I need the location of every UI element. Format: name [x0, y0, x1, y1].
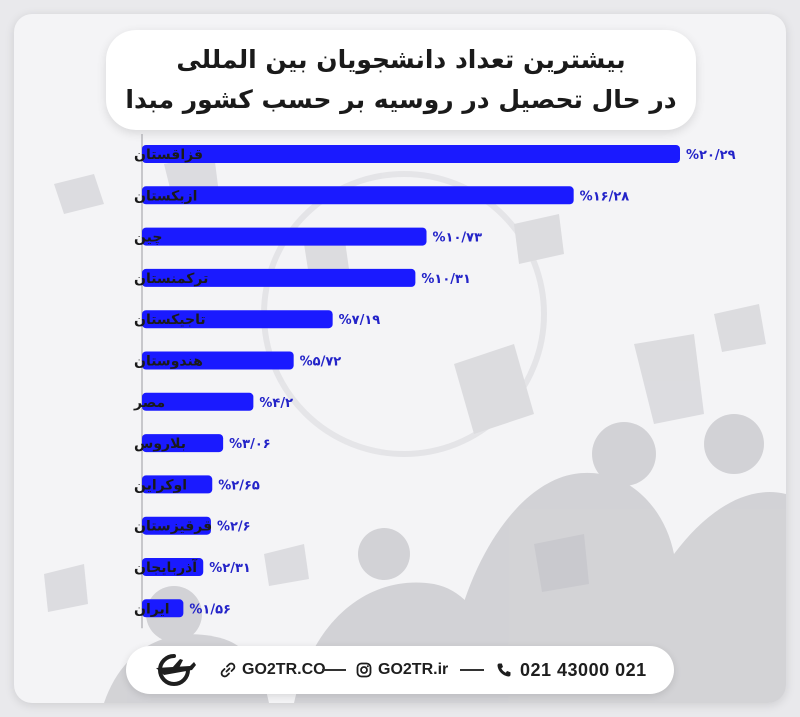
category-label: ترکمنستان — [134, 271, 208, 287]
phone-icon — [497, 663, 511, 677]
instagram-icon — [356, 662, 372, 678]
chart-title-box: بیشترین تعداد دانشجویان بین المللی در حا… — [106, 30, 696, 130]
category-label: اوکراین — [134, 477, 187, 493]
website-text: GO2TR.CO — [242, 661, 326, 678]
bar — [142, 268, 416, 287]
value-label: %۲/۶۵ — [218, 478, 260, 493]
bar — [142, 145, 680, 163]
value-label: %۱۰/۷۳ — [433, 231, 483, 246]
value-label: %۴/۲ — [259, 396, 293, 411]
instagram-link[interactable]: GO2TR.ir — [356, 646, 448, 694]
bar — [142, 310, 333, 329]
bar — [142, 227, 427, 246]
category-label: هندوستان — [134, 354, 203, 370]
value-label: %۵/۷۲ — [300, 355, 342, 370]
bar — [142, 434, 224, 453]
footer-bar: GO2TR.CO GO2TR.ir 021 43000 021 — [126, 646, 674, 694]
infographic-card: بیشترین تعداد دانشجویان بین المللی در حا… — [14, 14, 786, 703]
value-label: %۲۰/۲۹ — [686, 148, 736, 163]
footer-separator — [460, 669, 484, 671]
website-link[interactable]: GO2TR.CO — [220, 646, 326, 694]
bar — [142, 475, 213, 494]
bar-chart: قزاقستان %۲۰/۲۹ ازبکستان %۱۶/۲۸ چین %۱۰/۷۳ ترک… — [133, 134, 736, 629]
bar — [142, 516, 211, 535]
category-label: بلاروس — [134, 436, 186, 452]
chart-title-line-1: بیشترین تعداد دانشجویان بین المللی — [176, 45, 626, 74]
bar — [142, 599, 184, 618]
category-label: ازبکستان — [134, 188, 197, 204]
value-label: %۱۶/۲۸ — [580, 189, 630, 204]
category-label: مصر — [133, 395, 165, 411]
logo-icon — [156, 654, 196, 686]
bar — [142, 558, 204, 576]
chart-title-line-2: در حال تحصیل در روسیه بر حسب کشور مبدا — [125, 85, 677, 114]
brand-logo — [150, 646, 198, 694]
bar — [142, 186, 574, 205]
value-label: %۲/۳۱ — [209, 561, 251, 576]
value-label: %۳/۰۶ — [229, 437, 271, 452]
value-label: %۱/۵۶ — [189, 602, 231, 617]
bar — [142, 392, 254, 411]
footer-separator — [322, 669, 346, 671]
instagram-text: GO2TR.ir — [378, 661, 449, 678]
category-label: آذربایجان — [134, 558, 198, 576]
bar — [142, 351, 294, 370]
category-label: قزاقستان — [134, 147, 203, 163]
category-label: ایران — [134, 601, 170, 617]
value-label: %۷/۱۹ — [339, 313, 381, 328]
category-label: تاجیکستان — [134, 312, 206, 328]
link-icon — [220, 662, 236, 678]
value-label: %۱۰/۳۱ — [421, 272, 471, 287]
category-label: چین — [134, 230, 162, 246]
value-label: %۲/۶ — [217, 520, 251, 535]
phone-number: 021 43000 021 — [520, 659, 647, 680]
phone-link[interactable]: 021 43000 021 — [496, 646, 647, 694]
category-label: قرقیزستان — [134, 519, 212, 535]
